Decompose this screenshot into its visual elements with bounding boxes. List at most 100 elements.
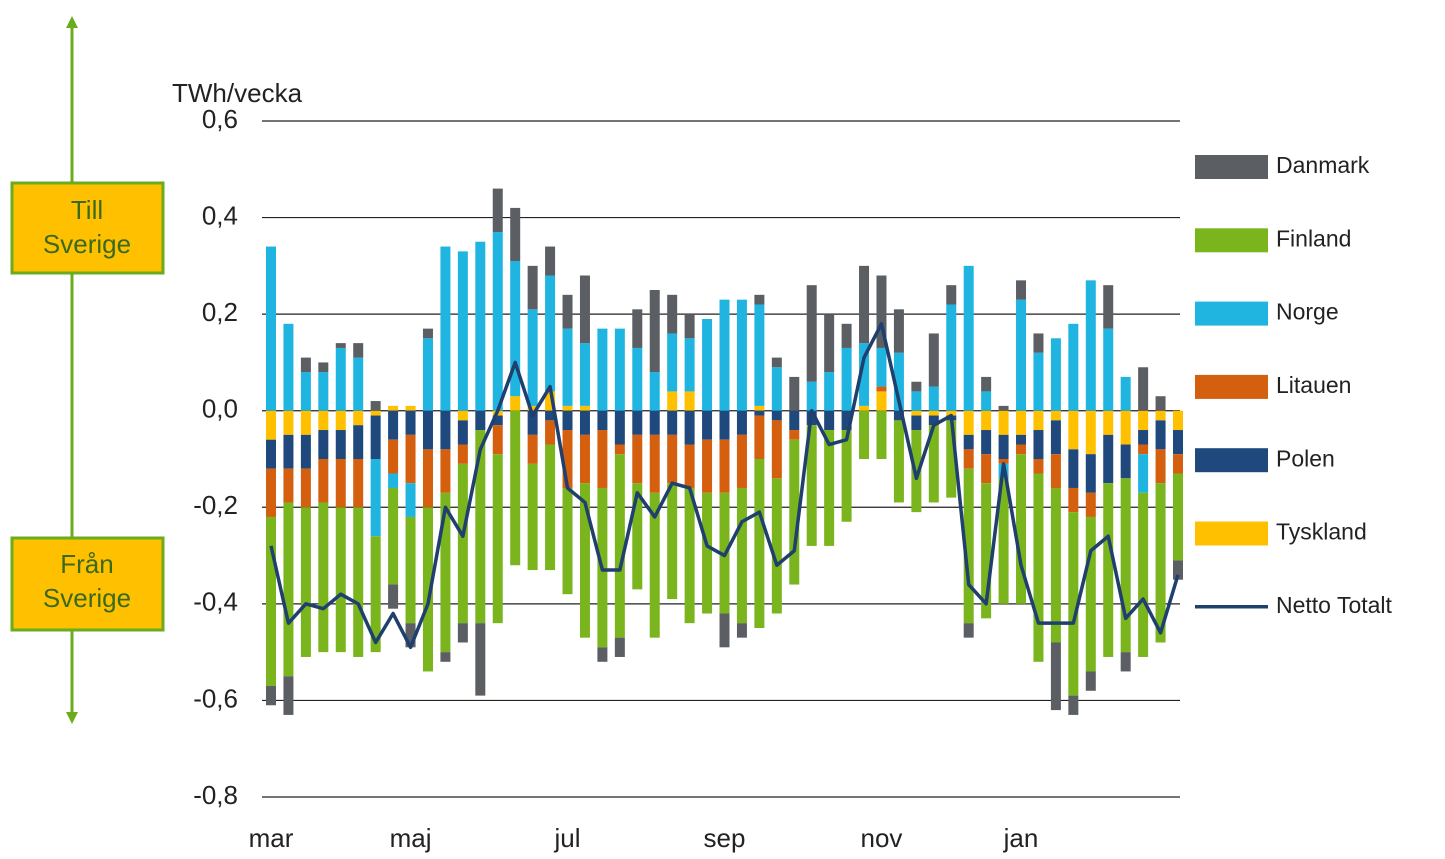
- bar-segment: [1138, 367, 1149, 411]
- bar-segment: [457, 251, 468, 411]
- bar-segment: [771, 357, 782, 368]
- bar-segment: [353, 410, 364, 426]
- bar-segment: [911, 381, 922, 392]
- bar-segment: [649, 290, 660, 373]
- bar-segment: [946, 410, 957, 416]
- bar-segment: [893, 420, 904, 503]
- bar-segment: [579, 434, 590, 484]
- bar-segment: [771, 367, 782, 411]
- bar-segment: [824, 430, 835, 546]
- bar-segment: [422, 507, 433, 672]
- bar-segment: [981, 376, 992, 392]
- legend-label: Tyskland: [1276, 519, 1367, 545]
- bar-segment: [335, 459, 346, 508]
- bar-segment: [1103, 410, 1114, 435]
- bar-segment: [911, 415, 922, 431]
- y-tick-label: -0,6: [193, 683, 238, 713]
- y-tick-label: -0,4: [193, 587, 238, 617]
- bar-segment: [946, 304, 957, 411]
- bar-segment: [1050, 338, 1061, 411]
- bar-segment: [754, 415, 765, 459]
- bar-segment: [492, 425, 503, 455]
- bar-segment: [684, 487, 695, 624]
- bar-segment: [300, 357, 311, 373]
- bar-segment: [963, 468, 974, 624]
- bar-segment: [632, 410, 643, 435]
- bar-segment: [1085, 410, 1096, 455]
- bar-segment: [789, 410, 800, 431]
- bar-segment: [370, 536, 381, 653]
- bar-segment: [876, 347, 887, 387]
- bar-segment: [353, 459, 364, 508]
- bar-segment: [963, 449, 974, 469]
- bar-segment: [562, 405, 573, 411]
- bar-segment: [754, 294, 765, 305]
- legend-label: Danmark: [1276, 152, 1370, 178]
- bar-segment: [562, 410, 573, 431]
- legend-label: Finland: [1276, 225, 1351, 251]
- bar-segment: [1103, 434, 1114, 484]
- bar-segment: [963, 410, 974, 435]
- bar-segment: [283, 468, 294, 503]
- bar-segment: [736, 487, 747, 624]
- bar-segment: [911, 391, 922, 411]
- bar-segment: [667, 483, 678, 600]
- bar-segment: [1138, 444, 1149, 455]
- bar-segment: [579, 343, 590, 406]
- bar-segment: [527, 434, 538, 464]
- y-tick-label: 0,2: [202, 297, 238, 327]
- bar-segment: [859, 410, 870, 459]
- bar-segment: [859, 265, 870, 344]
- bar-segment: [771, 420, 782, 479]
- bar-segment: [457, 420, 468, 445]
- bar-segment: [649, 372, 660, 411]
- bar-segment: [824, 410, 835, 431]
- bar-segment: [1138, 410, 1149, 431]
- bar-segment: [457, 623, 468, 643]
- bar-segment: [1068, 487, 1079, 513]
- bar-segment: [527, 265, 538, 310]
- bar-segment: [422, 338, 433, 411]
- legend-swatch: [1195, 374, 1268, 399]
- bar-segment: [1050, 487, 1061, 643]
- bar-segment: [318, 459, 329, 503]
- bar-segment: [667, 294, 678, 334]
- bar-segment: [370, 459, 381, 537]
- bar-segment: [963, 265, 974, 411]
- bar-segment: [702, 439, 713, 493]
- bar-segment: [579, 410, 590, 435]
- bar-segment: [300, 468, 311, 508]
- bar-segment: [632, 434, 643, 484]
- bar-segment: [649, 410, 660, 435]
- legend-swatch: [1195, 155, 1268, 179]
- bar-segment: [388, 410, 399, 440]
- legend-label: Norge: [1276, 299, 1339, 325]
- bar-segment: [579, 405, 590, 411]
- bar-segment: [981, 454, 992, 484]
- bar-segment: [283, 323, 294, 411]
- bar-segment: [283, 502, 294, 677]
- y-tick-label: -0,8: [193, 780, 238, 810]
- bar-segment: [353, 343, 364, 358]
- bar-segment: [597, 647, 608, 662]
- bar-segment: [928, 386, 939, 411]
- bar-segment: [266, 516, 276, 686]
- bar-segment: [388, 439, 399, 474]
- bar-segment: [928, 410, 939, 416]
- bar-segment: [300, 507, 311, 657]
- bar-segment: [405, 623, 416, 648]
- bar-segment: [719, 410, 730, 440]
- bar-segment: [457, 444, 468, 464]
- bar-segment: [1016, 434, 1027, 445]
- bar-segment: [1033, 410, 1044, 431]
- bar-segment: [1138, 492, 1149, 657]
- bar-segment: [562, 328, 573, 406]
- bar-segment: [405, 410, 416, 435]
- bar-segment: [684, 338, 695, 392]
- bar-segment: [266, 468, 276, 517]
- bar-segment: [283, 676, 294, 715]
- bar-segment: [335, 343, 346, 348]
- bar-segment: [754, 405, 765, 411]
- bar-segment: [405, 516, 416, 624]
